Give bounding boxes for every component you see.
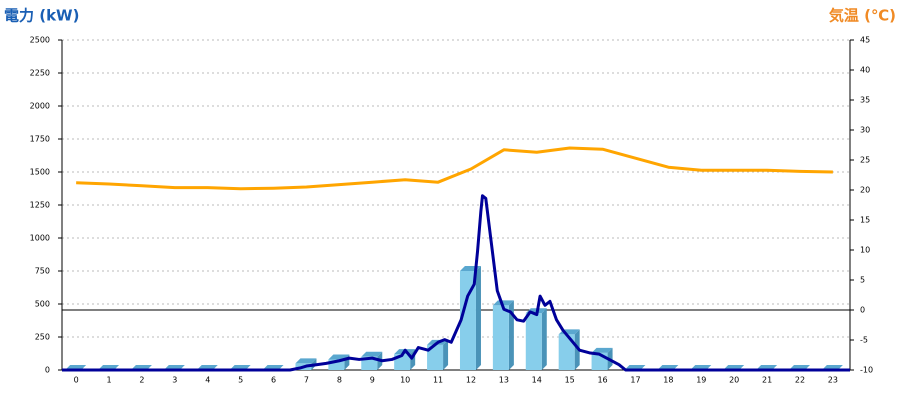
y-tick-label: 0 xyxy=(45,366,50,375)
bar-top xyxy=(492,300,514,306)
y2-tick-label: -10 xyxy=(860,366,873,375)
y2-tick-label: 35 xyxy=(860,96,870,105)
temperature-line xyxy=(76,146,833,191)
x-tick-label: 15 xyxy=(565,376,575,385)
x-tick-label: 21 xyxy=(762,376,772,385)
bar-side xyxy=(508,300,514,370)
bar xyxy=(328,359,345,370)
y-tick-label: 2000 xyxy=(30,102,50,111)
y2-tick-label: 30 xyxy=(860,126,870,135)
x-tick-label: 12 xyxy=(466,376,476,385)
x-tick-label: 6 xyxy=(271,376,276,385)
x-tick-label: 20 xyxy=(729,376,739,385)
bar xyxy=(459,271,476,370)
x-tick-label: 13 xyxy=(499,376,509,385)
y-tick-label: 2250 xyxy=(30,69,50,78)
bar xyxy=(492,305,509,370)
x-tick-label: 14 xyxy=(532,376,542,385)
y-tick-label: 750 xyxy=(35,267,50,276)
x-tick-label: 11 xyxy=(433,376,443,385)
x-tick-label: 8 xyxy=(337,376,342,385)
y2-tick-label: -5 xyxy=(860,336,868,345)
x-tick-label: 16 xyxy=(597,376,607,385)
bar xyxy=(525,313,542,370)
x-tick-label: 10 xyxy=(400,376,410,385)
bar xyxy=(558,334,575,370)
y-tick-label: 1750 xyxy=(30,135,50,144)
bar-side xyxy=(475,266,481,370)
y2-tick-label: 15 xyxy=(860,216,870,225)
x-tick-label: 2 xyxy=(139,376,144,385)
x-tick-label: 4 xyxy=(205,376,210,385)
y2-tick-label: 0 xyxy=(860,306,865,315)
y2-tick-label: 20 xyxy=(860,186,870,195)
x-tick-label: 19 xyxy=(696,376,706,385)
x-tick-label: 7 xyxy=(304,376,309,385)
y2-tick-label: 10 xyxy=(860,246,870,255)
power-line xyxy=(62,194,850,372)
y2-tick-label: 25 xyxy=(860,156,870,165)
y2-tick-label: 5 xyxy=(860,276,865,285)
bar-side xyxy=(541,308,547,370)
left-axis-title: 電力 (kW) xyxy=(4,7,79,25)
x-tick-label: 17 xyxy=(630,376,640,385)
y-tick-label: 1250 xyxy=(30,201,50,210)
bar xyxy=(427,344,444,370)
bar-side xyxy=(443,339,449,370)
x-tick-label: 1 xyxy=(107,376,112,385)
x-tick-label: 9 xyxy=(370,376,375,385)
bar-top xyxy=(361,351,383,357)
y-tick-label: 1000 xyxy=(30,234,50,243)
x-tick-label: 23 xyxy=(828,376,838,385)
x-tick-label: 3 xyxy=(172,376,177,385)
x-tick-label: 18 xyxy=(663,376,673,385)
bar-top xyxy=(295,358,317,364)
y2-tick-label: 40 xyxy=(860,66,870,75)
right-axis-title: 気温 (℃) xyxy=(829,7,896,25)
y-tick-label: 250 xyxy=(35,333,50,342)
y-tick-label: 2500 xyxy=(30,36,50,45)
x-tick-label: 22 xyxy=(795,376,805,385)
x-tick-label: 5 xyxy=(238,376,243,385)
y2-tick-label: 45 xyxy=(860,36,870,45)
y-tick-label: 500 xyxy=(35,300,50,309)
y-tick-label: 1500 xyxy=(30,168,50,177)
bar-top xyxy=(591,347,613,353)
x-tick-label: 0 xyxy=(74,376,79,385)
